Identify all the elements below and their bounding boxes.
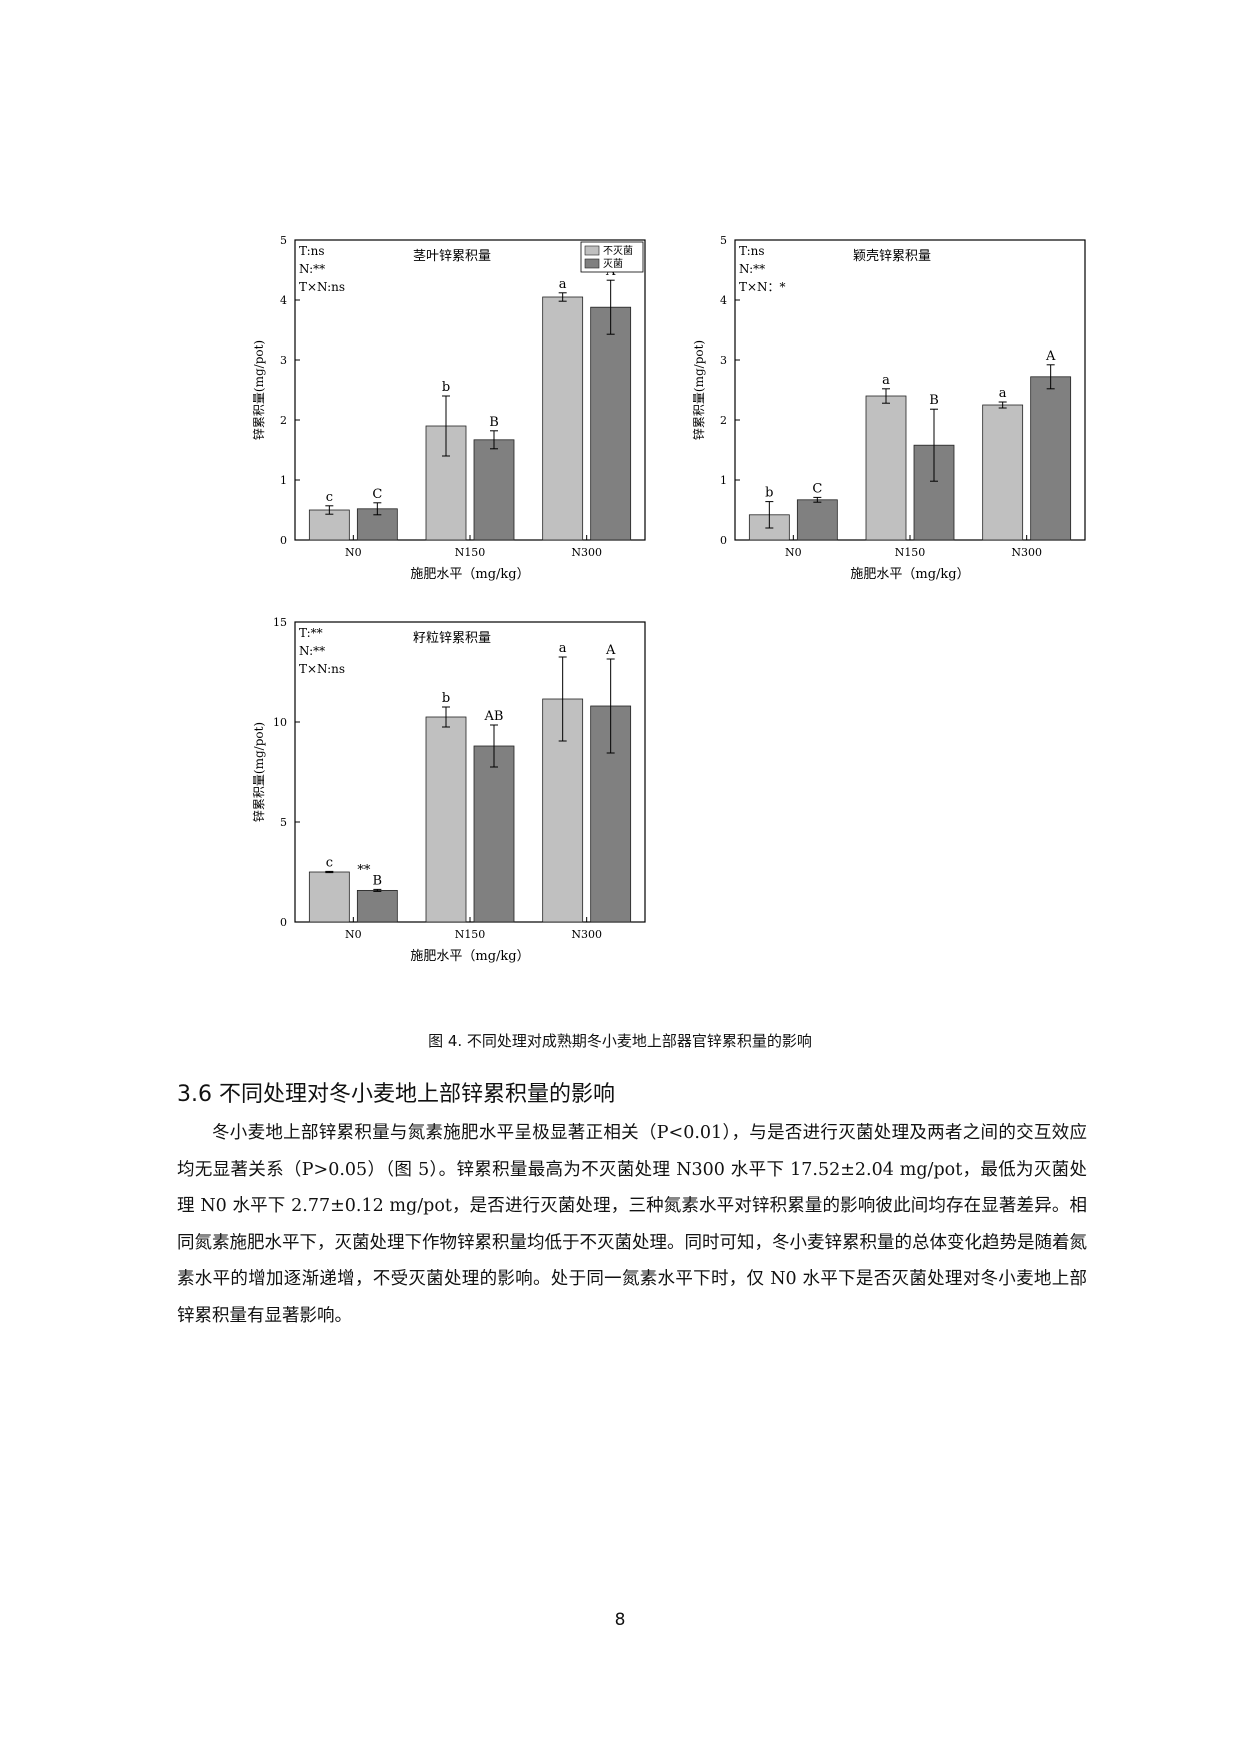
bar [356,889,398,923]
significance-letter: b [442,380,450,395]
section-title: 3.6 不同处理对冬小麦地上部锌累积量的影响 [177,1082,615,1107]
y-tick-label: 10 [273,716,287,729]
page-number: 8 [614,1610,626,1630]
x-tick-label: N150 [895,546,926,559]
significance-letter: A [1045,349,1056,364]
significance-letter: b [765,486,773,501]
stats-label: N:** [299,262,325,276]
y-axis-label: 锌累积量(mg/pot) [252,340,266,440]
chart-stem-leaf-zinc: 012345N0cCN150bBN300aAT:nsN:**T×N:ns茎叶锌累… [240,235,660,595]
chart-title: 颖壳锌累积量 [853,249,931,264]
x-axis-label: 施肥水平（mg/kg） [410,949,529,964]
x-tick-label: N0 [345,546,362,559]
significance-letter: C [812,481,822,496]
chart-svg: 012345N0cCN150bBN300aAT:nsN:**T×N:ns茎叶锌累… [252,235,646,582]
x-tick-label: N150 [455,928,486,941]
chart-svg: 0 1 2 3 4 5 N0 b C N150 a B N300 a A T:ns N:** T×N：* 颖壳锌累积… [692,235,1086,582]
bar [473,745,515,923]
stats-label: T×N：* [739,280,786,294]
y-tick-label: 5 [280,816,287,829]
y-tick-label: 3 [280,354,287,367]
stats-label: T:ns [739,244,765,258]
x-axis-label: 施肥水平（mg/kg） [410,567,529,582]
x-tick-label: N300 [571,928,602,941]
x-axis-label: 施肥水平（mg/kg） [850,567,969,582]
y-tick-label: 1 [280,474,287,487]
significance-letter: a [559,277,567,292]
legend-swatch [584,258,600,269]
significance-annotation: ** [357,863,371,878]
section-paragraph: 冬小麦地上部锌累积量与氮素施肥水平呈极显著正相关（P<0.01），与是否进行灭菌… [177,1123,1087,1326]
bar [796,499,838,541]
significance-letter: B [489,415,499,430]
significance-letter: a [559,641,567,656]
x-tick-label: N300 [1011,546,1042,559]
y-axis-label: 锌累积量(mg/pot) [252,722,266,822]
bar [982,404,1024,541]
y-tick-label: 15 [273,617,287,629]
y-tick-label: 0 [280,534,287,547]
stats-label: T:ns [299,244,325,258]
chart-glume-zinc: 0 1 2 3 4 5 N0 b C N150 a B N300 a A T:ns N:** T×N：* 颖壳锌累积… [680,235,1100,595]
bar [1030,376,1072,541]
bar [473,439,515,541]
chart-title: 籽粒锌累积量 [413,631,491,646]
chart-svg: 0 5 10 15 N0 c B** N150 b AB N300 a A T:** N:** T×N:ns 籽… [252,617,646,964]
bar [308,871,350,923]
y-tick-label: 0 [280,916,287,929]
stats-label: N:** [739,262,765,276]
x-tick-label: N0 [785,546,802,559]
y-tick-label: 2 [720,414,727,427]
y-tick-label: 5 [720,235,727,247]
y-tick-label: 4 [720,294,727,307]
stats-label: T×N:ns [299,280,345,294]
y-tick-label: 2 [280,414,287,427]
chart-title: 茎叶锌累积量 [413,249,491,264]
x-tick-label: N150 [455,546,486,559]
figure-caption: 图 4. 不同处理对成熟期冬小麦地上部器官锌累积量的影响 [428,1032,812,1050]
bar [865,395,907,541]
significance-letter: a [882,373,890,388]
y-tick-label: 0 [720,534,727,547]
significance-letter: A [605,643,616,658]
legend-swatch [584,245,600,256]
x-tick-label: N300 [571,546,602,559]
significance-letter: b [442,691,450,706]
significance-letter: AB [484,709,504,724]
significance-letter: c [326,855,333,870]
significance-letter: C [372,487,382,502]
stats-label: T×N:ns [299,662,345,676]
bar [425,716,467,923]
bar [590,306,632,541]
significance-letter: a [999,386,1007,401]
y-tick-label: 1 [720,474,727,487]
y-tick-label: 3 [720,354,727,367]
bar [542,296,584,541]
significance-letter: c [326,490,333,505]
stats-label: T:** [299,626,323,640]
y-axis-label: 锌累积量(mg/pot) [692,340,706,440]
y-tick-label: 5 [280,235,287,247]
significance-letter: B [929,393,939,408]
chart-grain-zinc: 0 5 10 15 N0 c B ** N150 b AB N300 a A T:** N:** T×N:ns 籽… [240,617,660,977]
y-tick-label: 4 [280,294,287,307]
significance-letter: B [373,873,383,888]
x-tick-label: N0 [345,928,362,941]
bar [308,509,350,541]
legend-label: 不灭菌 [603,245,633,257]
stats-label: N:** [299,644,325,658]
legend-label: 灭菌 [603,258,623,270]
